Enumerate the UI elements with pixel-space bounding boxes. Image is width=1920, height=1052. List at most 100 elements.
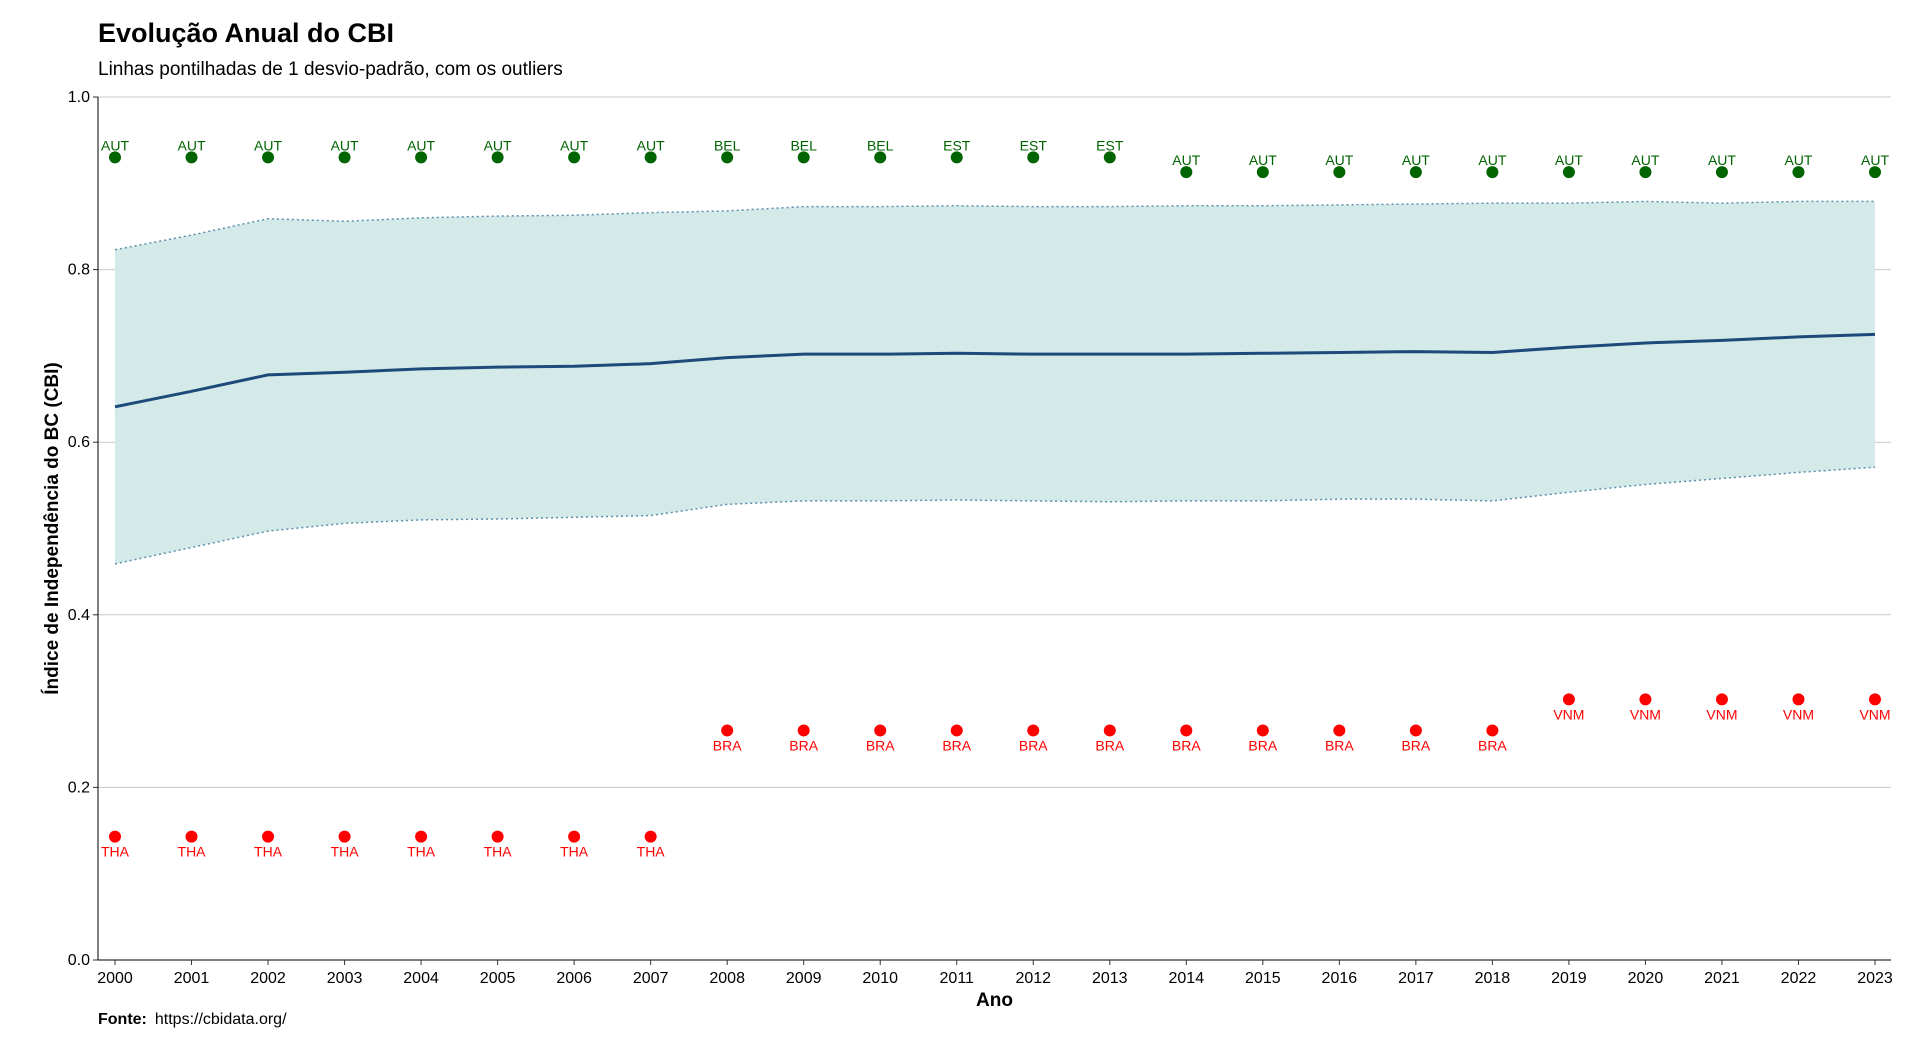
min-outlier-point bbox=[1103, 724, 1116, 737]
min-outlier-point bbox=[109, 830, 121, 843]
max-outlier-point bbox=[1869, 166, 1881, 179]
min-outlier-label: BRA bbox=[1095, 737, 1124, 753]
max-outlier-label: AUT bbox=[1784, 152, 1812, 168]
min-outlier-point bbox=[950, 724, 963, 737]
max-outlier-point bbox=[338, 151, 351, 164]
y-tick-label: 0.2 bbox=[68, 779, 90, 796]
min-outlier-point bbox=[415, 830, 428, 843]
x-tick-label: 2001 bbox=[174, 970, 210, 987]
x-tick-label: 2000 bbox=[97, 970, 133, 987]
max-outlier-point bbox=[1256, 166, 1269, 179]
max-outlier-point bbox=[568, 151, 581, 164]
max-outlier-label: AUT bbox=[1325, 152, 1353, 168]
min-outlier-label: BRA bbox=[1172, 737, 1201, 753]
x-axis-title: Ano bbox=[976, 990, 1013, 1011]
min-outlier-point bbox=[338, 830, 351, 843]
min-outlier-label: BRA bbox=[1478, 737, 1507, 753]
max-outlier-point bbox=[262, 151, 275, 164]
source-url: https://cbidata.org/ bbox=[154, 1011, 287, 1028]
max-outlier-label: BEL bbox=[867, 137, 894, 153]
min-outlier-label: VNM bbox=[1553, 706, 1584, 722]
max-outlier-label: AUT bbox=[560, 137, 588, 153]
max-outlier-point bbox=[1333, 166, 1346, 179]
max-outlier-point bbox=[1103, 151, 1116, 164]
min-outlier-label: THA bbox=[560, 844, 589, 860]
max-outlier-label: AUT bbox=[331, 137, 359, 153]
min-outlier-point bbox=[1792, 693, 1805, 706]
max-outlier-label: AUT bbox=[407, 137, 435, 153]
max-outlier-point bbox=[721, 151, 734, 164]
max-outlier-label: AUT bbox=[254, 137, 282, 153]
max-outlier-label: EST bbox=[1096, 137, 1124, 153]
min-outlier-label: BRA bbox=[866, 737, 895, 753]
max-outlier-point bbox=[644, 151, 657, 164]
axes: 0.0 0.2 0.4 0.6 0.8 1.0 2000 2001 2002 2003 2004 20… bbox=[68, 89, 1893, 987]
min-outlier-label: THA bbox=[637, 844, 666, 860]
max-outlier-point bbox=[1486, 166, 1499, 179]
max-outlier-point bbox=[1180, 166, 1193, 179]
min-outlier-label: VNM bbox=[1859, 706, 1890, 722]
max-outlier-point bbox=[950, 151, 963, 164]
outlier-points: AUT AUT AUT AUT AUT AUT AUT AUT BEL BEL BEL EST EST E… bbox=[101, 137, 1891, 859]
x-tick-label: 2013 bbox=[1092, 970, 1128, 987]
x-tick-label: 2022 bbox=[1781, 970, 1817, 987]
min-outlier-label: BRA bbox=[1325, 737, 1354, 753]
min-outlier-label: BRA bbox=[942, 737, 971, 753]
max-outlier-point bbox=[1792, 166, 1805, 179]
y-tick-label: 0.4 bbox=[68, 607, 90, 624]
max-outlier-label: AUT bbox=[1861, 152, 1889, 168]
min-outlier-label: VNM bbox=[1630, 706, 1661, 722]
min-outlier-point bbox=[1562, 693, 1575, 706]
max-outlier-label: AUT bbox=[1249, 152, 1277, 168]
min-outlier-point bbox=[1869, 693, 1881, 706]
min-outlier-label: BRA bbox=[789, 737, 818, 753]
min-outlier-label: BRA bbox=[1401, 737, 1430, 753]
min-outlier-point bbox=[568, 830, 581, 843]
x-tick-label: 2019 bbox=[1551, 970, 1587, 987]
x-tick-label: 2015 bbox=[1245, 970, 1281, 987]
x-tick-label: 2005 bbox=[480, 970, 516, 987]
min-outlier-label: THA bbox=[101, 844, 130, 860]
x-tick-label: 2002 bbox=[250, 970, 286, 987]
x-tick-label: 2007 bbox=[633, 970, 669, 987]
y-axis-title: Índice de Independência do BC (CBI) bbox=[41, 362, 63, 695]
x-tick-label: 2012 bbox=[1015, 970, 1051, 987]
max-outlier-point bbox=[491, 151, 504, 164]
min-outlier-point bbox=[262, 830, 275, 843]
min-outlier-label: THA bbox=[331, 844, 360, 860]
max-outlier-label: BEL bbox=[790, 137, 817, 153]
max-outlier-label: EST bbox=[1020, 137, 1048, 153]
y-tick-label: 0.0 bbox=[68, 952, 90, 969]
min-outlier-label: VNM bbox=[1706, 706, 1737, 722]
max-outlier-label: BEL bbox=[714, 137, 741, 153]
x-tick-label: 2004 bbox=[403, 970, 439, 987]
min-outlier-label: THA bbox=[484, 844, 513, 860]
max-outlier-label: AUT bbox=[1172, 152, 1200, 168]
min-outlier-point bbox=[491, 830, 504, 843]
max-outlier-point bbox=[109, 151, 121, 164]
min-outlier-point bbox=[185, 830, 198, 843]
min-outlier-point bbox=[874, 724, 887, 737]
min-outlier-point bbox=[1639, 693, 1652, 706]
x-tick-label: 2018 bbox=[1475, 970, 1511, 987]
x-tick-label: 2021 bbox=[1704, 970, 1740, 987]
min-outlier-point bbox=[1027, 724, 1040, 737]
max-outlier-point bbox=[874, 151, 887, 164]
max-outlier-point bbox=[1639, 166, 1652, 179]
max-outlier-point bbox=[1027, 151, 1040, 164]
y-tick-label: 0.8 bbox=[68, 262, 90, 279]
max-outlier-label: AUT bbox=[101, 137, 129, 153]
min-outlier-point bbox=[1333, 724, 1346, 737]
max-outlier-label: EST bbox=[943, 137, 971, 153]
min-outlier-point bbox=[1486, 724, 1499, 737]
min-outlier-label: VNM bbox=[1783, 706, 1814, 722]
x-tick-label: 2006 bbox=[556, 970, 592, 987]
min-outlier-label: BRA bbox=[1019, 737, 1048, 753]
max-outlier-label: AUT bbox=[1631, 152, 1659, 168]
max-outlier-label: AUT bbox=[637, 137, 665, 153]
x-tick-label: 2020 bbox=[1628, 970, 1664, 987]
x-tick-label: 2017 bbox=[1398, 970, 1434, 987]
chart-subtitle: Linhas pontilhadas de 1 desvio-padrão, c… bbox=[98, 59, 563, 80]
std-dev-band bbox=[114, 200, 1876, 565]
